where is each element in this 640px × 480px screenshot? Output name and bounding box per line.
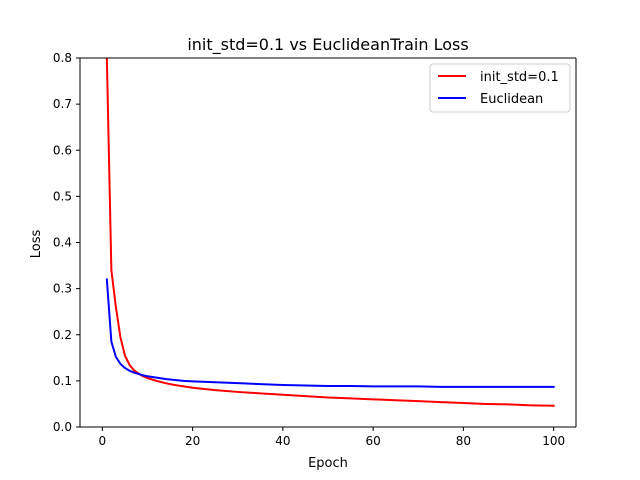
y-tick-label: 0.1: [53, 374, 72, 388]
y-tick-label: 0.7: [53, 97, 72, 111]
series-layer: [105, 58, 555, 407]
y-tick-label: 0.5: [53, 189, 72, 203]
y-tick-label: 0.0: [53, 420, 72, 434]
legend: init_std=0.1 Euclidean: [429, 63, 571, 113]
x-tick-label: 100: [542, 434, 565, 448]
series-line-1: [105, 58, 555, 407]
x-axis-label: Epoch: [308, 456, 348, 471]
x-tick-label: 0: [99, 434, 107, 448]
series-line-2: [105, 278, 555, 388]
x-tick-label: 40: [275, 434, 290, 448]
x-tick-label: 80: [456, 434, 471, 448]
y-axis-label: Loss: [29, 230, 44, 259]
y-tick-label: 0.4: [53, 236, 72, 250]
axes-layer: 0 20 40 60 80 100 0.0 0.1 0.2 0.3 0.4 0.5 0.6 0.7 0.8: [53, 51, 577, 448]
y-tick-label: 0.3: [53, 282, 72, 296]
y-tick-label: 0.8: [53, 51, 72, 65]
legend-label-2: Euclidean: [480, 92, 543, 107]
y-tick-label: 0.6: [53, 143, 72, 157]
chart-title: init_std=0.1 vs EuclideanTrain Loss: [187, 35, 468, 55]
x-tick-label: 60: [365, 434, 380, 448]
legend-label-1: init_std=0.1: [480, 70, 559, 85]
plot-background: [80, 58, 576, 427]
y-tick-label: 0.2: [53, 328, 72, 342]
x-tick-label: 20: [185, 434, 200, 448]
plot-area: [80, 58, 576, 427]
